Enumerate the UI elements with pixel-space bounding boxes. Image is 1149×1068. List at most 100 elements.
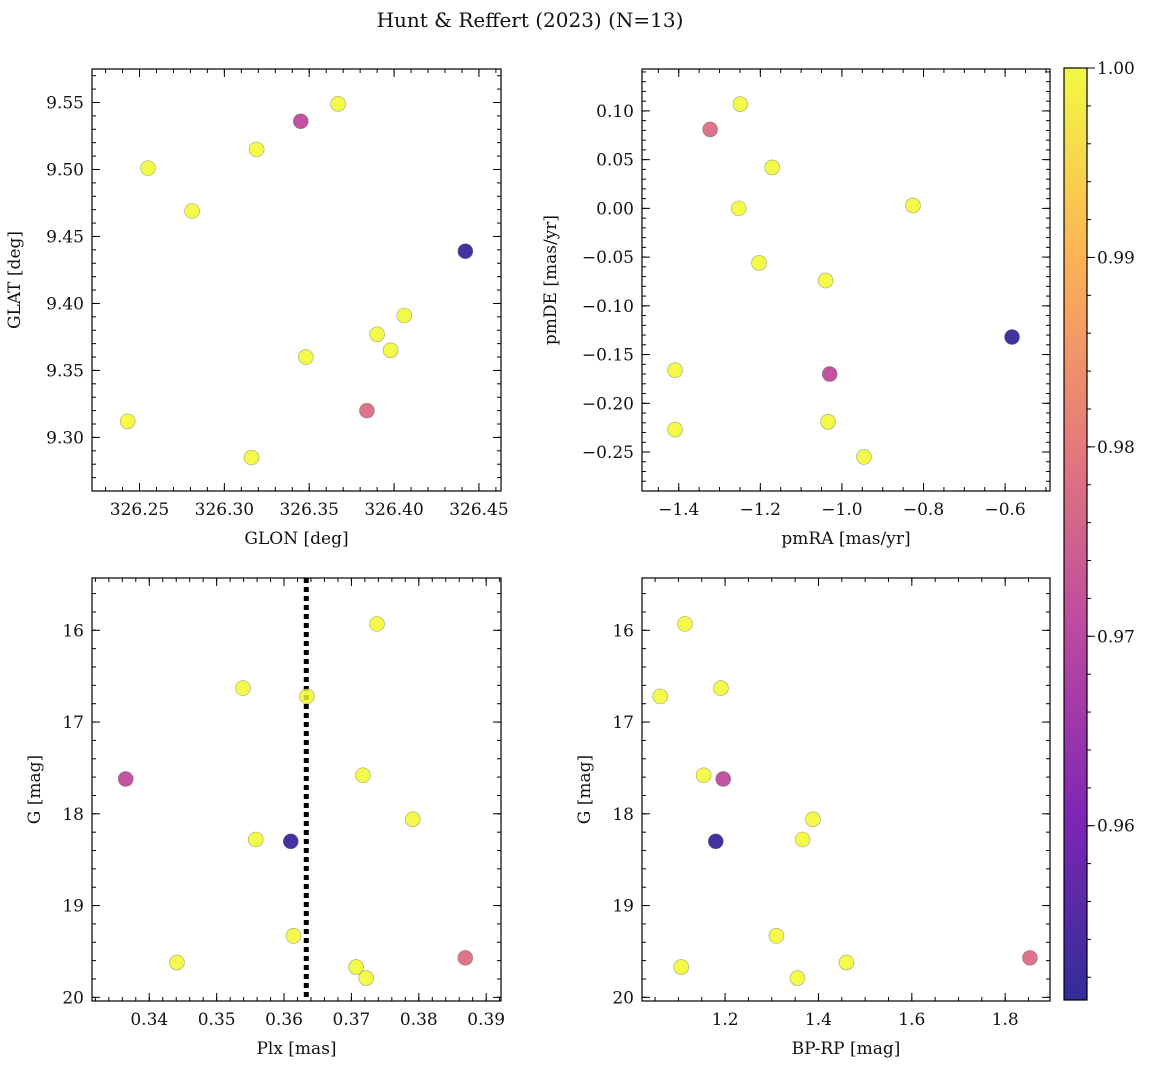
- colorbar-tick-label: 0.97: [1097, 627, 1135, 647]
- x-tick-label: 326.25: [110, 500, 169, 520]
- x-tick-label: 1.8: [992, 1010, 1019, 1030]
- panel-plx-g: 0.34 0.35 0.36 0.37 0.38 0.39 16 17 18 19 20 Plx [m…: [25, 577, 505, 1059]
- colorbar-tick-label: 0.96: [1097, 817, 1135, 837]
- data-points: [119, 96, 474, 466]
- y-tick-label: 9.55: [46, 93, 84, 113]
- y-tick-label: 9.50: [46, 160, 84, 180]
- x-tick-label: 326.40: [364, 500, 423, 520]
- x-tick-label: 0.35: [198, 1010, 236, 1030]
- y-tick-label: 16: [62, 621, 84, 641]
- data-point: [243, 449, 260, 466]
- x-tick-label: 326.30: [195, 500, 254, 520]
- data-point: [805, 811, 821, 828]
- y-tick-label: 9.40: [46, 294, 84, 314]
- data-point: [348, 959, 364, 975]
- data-point: [247, 831, 264, 848]
- data-point: [751, 255, 767, 271]
- tick-marks: [642, 69, 1050, 492]
- data-point: [248, 141, 265, 158]
- data-point: [838, 954, 855, 971]
- data-point: [355, 767, 371, 784]
- data-point: [382, 342, 399, 359]
- x-tick-label: 326.35: [279, 500, 338, 520]
- data-point: [732, 96, 749, 112]
- x-tick-label: 1.2: [712, 1010, 739, 1030]
- data-point: [235, 680, 251, 696]
- y-tick-label: −0.10: [582, 297, 634, 317]
- data-point: [702, 121, 718, 138]
- y-tick-label: −0.25: [582, 443, 634, 463]
- data-point: [184, 203, 200, 219]
- y-tick-label: 20: [612, 988, 634, 1008]
- x-tick-label: 0.37: [332, 1010, 370, 1030]
- plot-frame: [641, 68, 1051, 492]
- data-point: [117, 771, 134, 787]
- tick-marks: [92, 578, 501, 1001]
- x-tick-label: −0.6: [984, 500, 1025, 520]
- x-tick-label: −1.2: [740, 500, 781, 520]
- data-point: [140, 160, 156, 176]
- y-tick-label: 17: [612, 713, 634, 733]
- figure-title: Hunt & Reffert (2023) (N=13): [377, 8, 684, 32]
- x-tick-label: −1.4: [658, 500, 699, 520]
- y-tick-label: 0.00: [596, 199, 634, 219]
- panel-glon-glat: 326.25 326.30 326.35 326.40 326.45 9.30 9.35 9.…: [5, 68, 509, 549]
- panel-bprp-g: 1.2 1.4 1.6 1.8 16 17 18 19 20 BP-RP [mag] G [mag]: [575, 577, 1051, 1059]
- x-axis-label: GLON [deg]: [244, 529, 348, 549]
- plot-frame: [91, 68, 502, 492]
- data-point: [764, 159, 780, 176]
- y-axis-label: G [mag]: [25, 755, 45, 824]
- y-tick-label: −0.05: [582, 248, 634, 268]
- x-tick-label: 0.38: [400, 1010, 438, 1030]
- plot-frame: [641, 577, 1051, 1002]
- x-axis-label: pmRA [mas/yr]: [781, 529, 910, 549]
- y-axis-label: G [mag]: [575, 755, 595, 824]
- y-tick-label: 18: [612, 805, 634, 825]
- data-points: [667, 96, 1020, 465]
- y-tick-label: −0.20: [582, 394, 634, 414]
- y-tick-label: 0.05: [596, 151, 634, 171]
- data-point: [396, 307, 413, 324]
- data-points: [117, 616, 474, 986]
- data-point: [1004, 329, 1020, 345]
- data-point: [169, 954, 185, 971]
- data-point: [369, 616, 385, 632]
- data-point: [292, 113, 309, 130]
- x-tick-label: 1.4: [805, 1010, 832, 1030]
- data-point: [695, 767, 712, 784]
- y-tick-label: 9.30: [46, 428, 84, 448]
- y-tick-label: 20: [62, 988, 84, 1008]
- data-point: [282, 833, 299, 850]
- x-axis-label: Plx [mas]: [256, 1039, 336, 1059]
- x-tick-label: 0.39: [467, 1010, 505, 1030]
- data-point: [298, 349, 314, 365]
- data-point: [794, 831, 811, 848]
- colorbar-tick-label: 0.98: [1097, 438, 1135, 458]
- x-tick-label: 326.45: [449, 500, 508, 520]
- data-point: [457, 243, 474, 259]
- data-point: [817, 272, 834, 289]
- y-tick-label: −0.15: [582, 346, 634, 366]
- colorbar-gradient: [1063, 67, 1088, 1001]
- data-point: [820, 414, 836, 430]
- data-point: [856, 449, 872, 465]
- data-point: [285, 928, 302, 944]
- data-point: [1022, 950, 1038, 966]
- data-point: [789, 970, 806, 986]
- data-point: [707, 833, 724, 850]
- x-axis-label: BP-RP [mag]: [792, 1039, 901, 1059]
- data-point: [404, 811, 421, 828]
- y-tick-label: 16: [612, 621, 634, 641]
- data-points: [652, 616, 1038, 986]
- data-point: [358, 970, 375, 986]
- x-tick-label: −1.0: [821, 500, 862, 520]
- data-point: [359, 402, 375, 419]
- y-axis-label: GLAT [deg]: [5, 231, 25, 329]
- colorbar-tick-label: 1.00: [1097, 59, 1135, 79]
- data-point: [715, 771, 732, 787]
- y-axis-label: pmDE [mas/yr]: [541, 215, 561, 345]
- colorbar-tick-label: 0.99: [1097, 248, 1135, 268]
- data-point: [821, 366, 838, 382]
- data-point: [119, 413, 136, 430]
